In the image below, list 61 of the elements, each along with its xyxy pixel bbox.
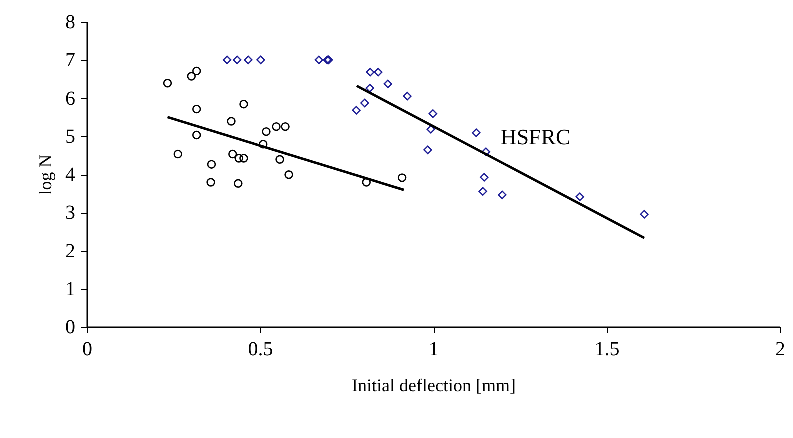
point [281,122,290,132]
y-tick-label: 2 [66,240,76,262]
point [362,178,371,187]
point [428,110,438,118]
point [187,72,196,81]
point [384,80,392,88]
y-axis-title: log N [36,154,56,196]
x-tick-label: 0.5 [248,338,274,360]
point [222,56,232,64]
x-tick-label: 1 [429,338,439,360]
point [403,92,412,101]
y-tick-label: 6 [66,88,76,110]
y-tick-label: 3 [66,202,76,224]
x-tick-label: 1.5 [594,338,620,360]
point [314,56,324,64]
point [233,56,242,64]
point [259,140,268,149]
point [234,179,243,188]
x-axis-title: Initial deflection [mm] [352,376,516,396]
point [284,170,294,180]
point [366,84,374,93]
point [498,190,507,200]
point [276,155,284,164]
point [192,130,202,140]
point [478,187,488,196]
point [482,148,491,156]
point [426,125,436,134]
y-tick-label: 7 [66,50,76,72]
point [352,106,361,115]
y-tick-label: 0 [66,316,76,338]
series-label: HSFRC [500,124,571,150]
point [398,174,407,182]
point [262,127,271,136]
y-tick-label: 5 [66,126,76,148]
point [207,160,216,169]
point [192,66,202,76]
y-tick-label: 8 [66,12,76,34]
point [424,146,432,154]
x-tick-label: 2 [776,338,786,360]
point [227,117,236,126]
point [192,104,202,114]
point [206,178,216,187]
point [234,154,244,163]
x-tick-label: 0 [82,338,92,360]
point [256,56,266,64]
point [480,173,489,182]
point [360,98,370,108]
point [174,150,182,159]
point [163,79,172,88]
point [374,68,383,77]
point [228,150,238,159]
point [240,100,248,109]
point [576,192,584,202]
point [472,128,481,138]
point [272,122,281,132]
y-tick-label: 4 [66,164,76,186]
y-tick-label: 1 [66,278,76,300]
point [240,154,248,163]
point [640,210,649,219]
point [366,68,375,77]
point [244,56,253,64]
